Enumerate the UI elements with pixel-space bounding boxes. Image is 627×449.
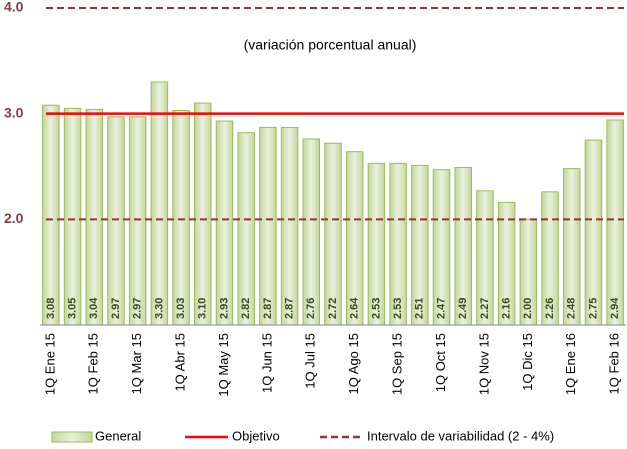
- data-label: 2.27: [479, 298, 491, 319]
- bar: [259, 126, 277, 326]
- bar: [606, 119, 624, 326]
- bar: [42, 104, 60, 326]
- x-tick-label: 1Q Oct 15: [433, 333, 448, 392]
- x-tick-label: 1Q Nov 15: [476, 333, 491, 395]
- data-label: 2.94: [609, 297, 621, 319]
- data-label: 3.30: [153, 298, 165, 319]
- bar: [150, 81, 169, 326]
- data-label: 2.87: [283, 298, 295, 319]
- legend-label: Intervalo de variabilidad (2 - 4%): [367, 428, 554, 443]
- bar: [194, 102, 212, 326]
- legend-swatch: [51, 431, 93, 443]
- bar: [280, 126, 299, 326]
- bar: [63, 107, 82, 326]
- x-tick-label: 1Q Jun 15: [259, 333, 274, 393]
- data-label: 2.93: [218, 298, 230, 319]
- data-label: 2.16: [501, 298, 513, 319]
- data-label: 2.75: [587, 298, 599, 319]
- y-tick-label: 4.0: [4, 0, 24, 15]
- data-label: 3.08: [45, 298, 57, 319]
- bar: [172, 109, 190, 326]
- bar: [107, 116, 125, 326]
- x-tick-label: 1Q Feb 16: [607, 333, 622, 394]
- data-label: 2.53: [370, 298, 382, 319]
- x-tick-label: 1Q Feb 15: [86, 333, 101, 394]
- bar: [584, 139, 603, 326]
- data-label: 2.49: [457, 298, 469, 319]
- data-label: 2.51: [414, 298, 426, 319]
- data-label: 2.64: [349, 297, 361, 319]
- data-label: 2.26: [544, 298, 556, 319]
- bar: [302, 138, 321, 326]
- x-tick-label: 1Q Jul 15: [303, 333, 318, 389]
- bar: [128, 116, 147, 326]
- x-tick-label: 1Q Dic 15: [520, 333, 535, 391]
- data-label: 2.48: [566, 298, 578, 319]
- chart-subtitle: (variación porcentual anual): [244, 37, 417, 53]
- x-tick-label: 1Q Abr 15: [173, 333, 188, 392]
- data-label: 2.53: [392, 298, 404, 319]
- bar: [237, 132, 255, 326]
- data-label: 2.72: [327, 298, 339, 319]
- x-tick-label: 1Q May 15: [216, 333, 231, 397]
- bar: [85, 108, 104, 326]
- data-label: 2.76: [305, 298, 317, 319]
- x-tick-label: 1Q Ene 15: [42, 333, 57, 395]
- x-tick-label: 1Q Ago 15: [346, 333, 361, 394]
- x-tick-label: 1Q Mar 15: [129, 333, 144, 394]
- x-tick-label: 1Q Sep 15: [390, 333, 405, 395]
- data-label: 3.03: [175, 298, 187, 319]
- y-tick-label: 2.0: [4, 210, 24, 226]
- data-label: 3.10: [197, 298, 209, 319]
- x-tick-label: 1Q Ene 16: [563, 333, 578, 395]
- data-label: 2.97: [110, 298, 122, 319]
- bar: [215, 120, 234, 326]
- data-label: 3.05: [66, 298, 78, 319]
- data-label: 2.82: [240, 298, 252, 319]
- legend-label: Objetivo: [232, 428, 280, 443]
- data-label: 2.00: [522, 298, 534, 319]
- data-label: 2.97: [132, 298, 144, 319]
- data-label: 2.47: [435, 298, 447, 319]
- data-label: 2.87: [262, 298, 274, 319]
- y-tick-label: 3.0: [4, 104, 24, 120]
- legend-label: General: [95, 428, 141, 443]
- data-label: 3.04: [88, 297, 100, 319]
